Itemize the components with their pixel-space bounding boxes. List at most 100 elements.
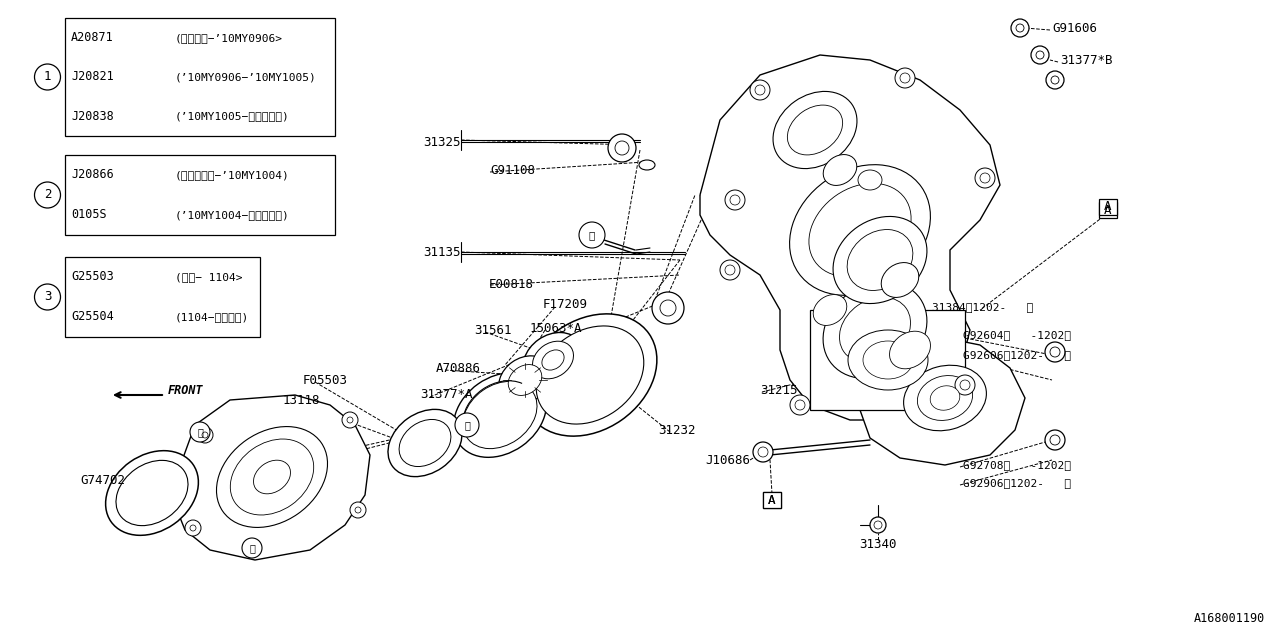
Circle shape — [870, 517, 886, 533]
Circle shape — [895, 68, 915, 88]
Circle shape — [795, 400, 805, 410]
Circle shape — [730, 195, 740, 205]
Circle shape — [975, 168, 995, 188]
Circle shape — [955, 375, 975, 395]
Text: F17209: F17209 — [543, 298, 588, 312]
Ellipse shape — [931, 386, 960, 410]
Circle shape — [1044, 342, 1065, 362]
Circle shape — [900, 73, 910, 83]
Ellipse shape — [881, 262, 919, 298]
Text: A: A — [1105, 204, 1112, 216]
Ellipse shape — [388, 410, 462, 477]
Text: A20871: A20871 — [70, 31, 114, 44]
Circle shape — [189, 525, 196, 531]
Circle shape — [349, 502, 366, 518]
Ellipse shape — [399, 419, 451, 467]
Text: (’10MY1005−　　　　　): (’10MY1005− ) — [175, 111, 289, 122]
Circle shape — [1016, 24, 1024, 32]
Circle shape — [35, 182, 60, 208]
Circle shape — [1051, 76, 1059, 84]
Ellipse shape — [787, 105, 842, 155]
Text: J20838: J20838 — [70, 110, 114, 123]
Circle shape — [186, 520, 201, 536]
Text: ②: ② — [250, 543, 255, 553]
Ellipse shape — [840, 297, 910, 363]
Text: 15063*A: 15063*A — [530, 321, 582, 335]
Text: G92604（   -1202）: G92604（ -1202） — [963, 330, 1071, 340]
Text: 31215: 31215 — [760, 383, 797, 397]
PathPatch shape — [175, 395, 370, 560]
Circle shape — [1044, 430, 1065, 450]
Text: 31340: 31340 — [859, 538, 897, 552]
Circle shape — [454, 413, 479, 437]
Text: 31377*A: 31377*A — [420, 388, 472, 401]
Circle shape — [724, 190, 745, 210]
Circle shape — [755, 85, 765, 95]
Ellipse shape — [890, 332, 931, 369]
Circle shape — [1036, 51, 1044, 59]
Circle shape — [614, 141, 628, 155]
Text: G91606: G91606 — [1052, 22, 1097, 35]
Circle shape — [342, 412, 358, 428]
Circle shape — [202, 432, 207, 438]
Text: (’10MY0906−’10MY1005): (’10MY0906−’10MY1005) — [175, 72, 316, 82]
Bar — [65, 257, 260, 337]
Text: (1104−　　　　): (1104− ) — [175, 312, 250, 322]
PathPatch shape — [860, 335, 1025, 465]
Circle shape — [753, 442, 773, 462]
Ellipse shape — [813, 294, 847, 325]
Text: 1: 1 — [44, 70, 51, 83]
Text: (’10MY1004−　　　　　): (’10MY1004− ) — [175, 210, 289, 220]
Bar — [65, 18, 335, 136]
Circle shape — [719, 260, 740, 280]
Text: G92606（1202-   ）: G92606（1202- ） — [963, 350, 1071, 360]
Ellipse shape — [833, 216, 927, 303]
Circle shape — [35, 284, 60, 310]
Ellipse shape — [524, 333, 582, 387]
Circle shape — [242, 538, 262, 558]
Ellipse shape — [216, 427, 328, 527]
Ellipse shape — [809, 183, 911, 276]
Ellipse shape — [116, 460, 188, 525]
Circle shape — [960, 380, 970, 390]
Text: G92708（   -1202）: G92708（ -1202） — [963, 460, 1071, 470]
Text: 31377*B: 31377*B — [1060, 54, 1112, 67]
Text: J10686: J10686 — [705, 454, 750, 467]
Text: G74702: G74702 — [79, 474, 125, 486]
Text: J20821: J20821 — [70, 70, 114, 83]
Text: (　　　　−’10MY0906>: ( −’10MY0906> — [175, 33, 283, 43]
Text: (　　− 1104>: ( − 1104> — [175, 272, 242, 282]
Ellipse shape — [532, 341, 573, 379]
Text: (　　　　　−’10MY1004): ( −’10MY1004) — [175, 170, 289, 180]
Ellipse shape — [858, 170, 882, 190]
Ellipse shape — [847, 230, 913, 291]
Ellipse shape — [106, 451, 198, 535]
Text: A: A — [1105, 200, 1112, 214]
Text: ③: ③ — [465, 420, 470, 430]
Text: J20866: J20866 — [70, 168, 114, 182]
Text: G25504: G25504 — [70, 310, 114, 323]
Text: 13118: 13118 — [283, 394, 320, 406]
Text: 3: 3 — [44, 291, 51, 303]
Text: A168001190: A168001190 — [1194, 612, 1265, 625]
Circle shape — [652, 292, 684, 324]
Ellipse shape — [453, 372, 547, 458]
Text: F05503: F05503 — [303, 374, 348, 387]
Text: FRONT: FRONT — [168, 383, 204, 397]
Circle shape — [758, 447, 768, 457]
Circle shape — [724, 265, 735, 275]
Text: E00818: E00818 — [489, 278, 534, 291]
Ellipse shape — [524, 314, 657, 436]
Circle shape — [790, 395, 810, 415]
Circle shape — [1050, 347, 1060, 357]
Ellipse shape — [918, 376, 973, 420]
Ellipse shape — [863, 341, 913, 379]
Ellipse shape — [536, 326, 644, 424]
Circle shape — [355, 507, 361, 513]
Circle shape — [1011, 19, 1029, 37]
Circle shape — [35, 64, 60, 90]
Text: ①: ① — [197, 427, 204, 437]
Text: 2: 2 — [44, 189, 51, 202]
Text: G92906（1202-   ）: G92906（1202- ） — [963, 478, 1071, 488]
Ellipse shape — [823, 155, 856, 186]
